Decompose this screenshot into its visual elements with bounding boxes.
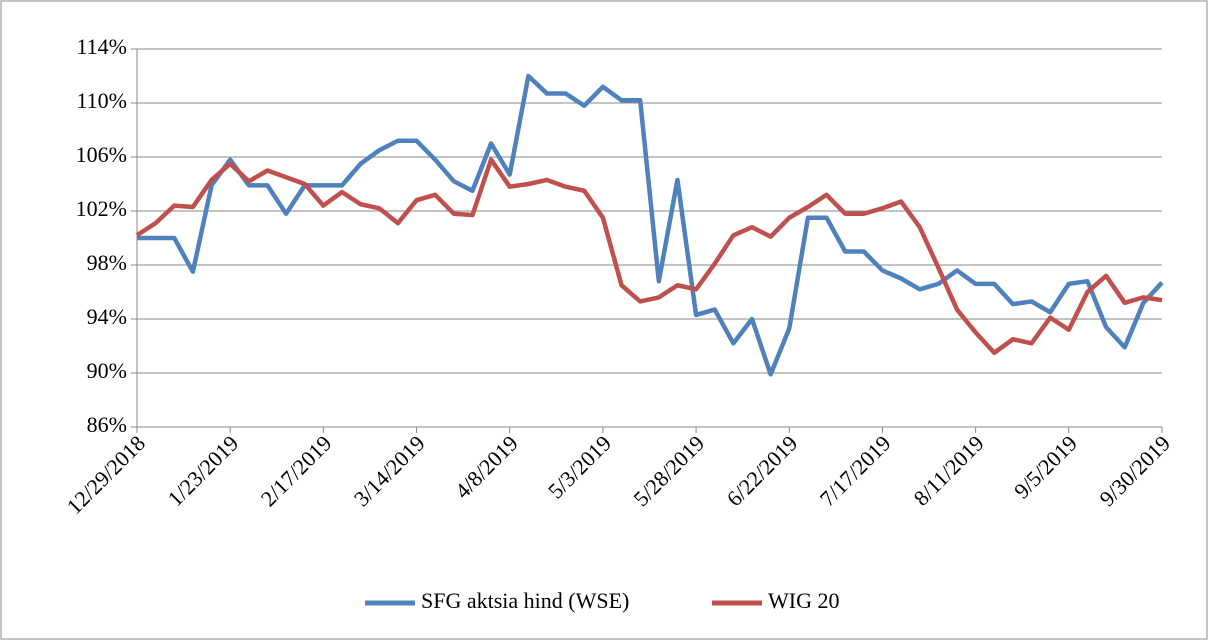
y-tick-label: 102% xyxy=(76,196,127,221)
y-tick-label: 106% xyxy=(76,142,127,167)
legend-label: WIG 20 xyxy=(768,588,839,613)
y-tick-label: 94% xyxy=(87,304,127,329)
y-tick-label: 86% xyxy=(87,412,127,437)
y-tick-label: 98% xyxy=(87,250,127,275)
y-tick-label: 114% xyxy=(76,34,127,59)
legend-label: SFG aktsia hind (WSE) xyxy=(421,588,629,613)
series-line xyxy=(135,157,1163,355)
y-tick-label: 90% xyxy=(87,358,127,383)
y-tick-label: 110% xyxy=(76,88,127,113)
